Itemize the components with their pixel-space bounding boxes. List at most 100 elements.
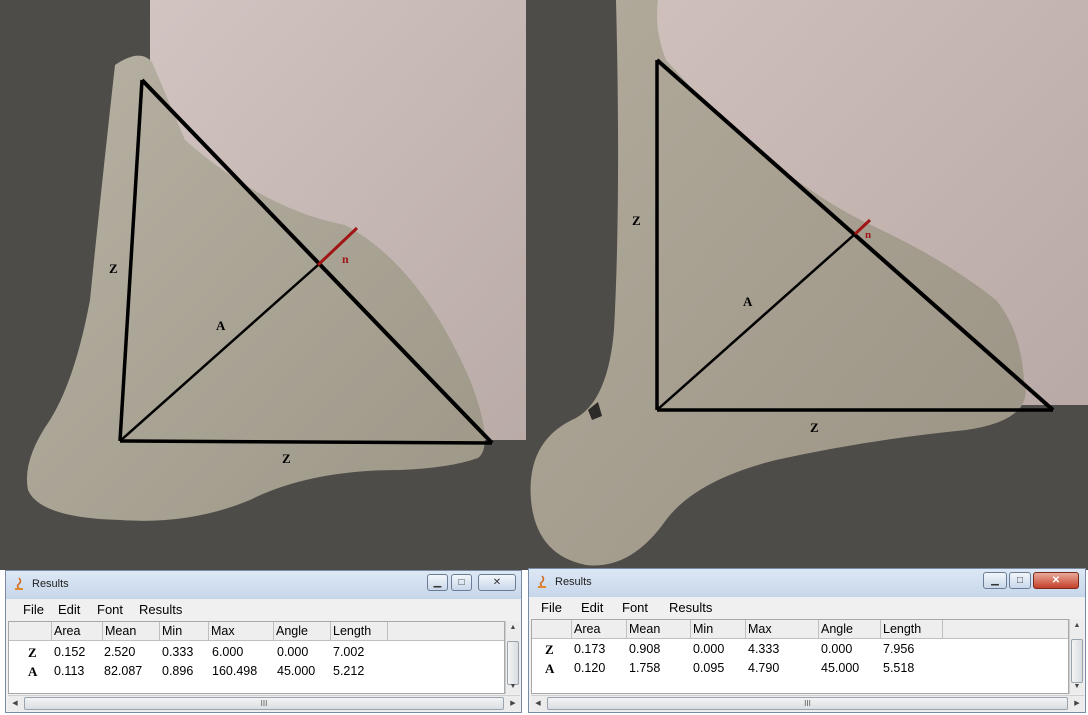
horizontal-scrollbar[interactable]: ◀ III ▶: [531, 695, 1084, 711]
hypotenuse-line: [140, 78, 494, 445]
scroll-up-arrow[interactable]: ▲: [509, 624, 517, 631]
column-header-label[interactable]: [532, 620, 572, 639]
weld-photo-left: Z Z A n: [0, 0, 526, 570]
column-header-empty: [388, 622, 504, 641]
cell-area: 0.173: [574, 642, 606, 656]
scroll-down-arrow[interactable]: ▼: [509, 683, 517, 690]
column-header-mean[interactable]: Mean: [627, 620, 691, 639]
cell-mean: 82.087: [104, 664, 143, 678]
results-window-right: Results ▁ □ ✕ File Edit Font Results Are…: [528, 568, 1086, 713]
horizontal-scrollbar[interactable]: ◀ III ▶: [8, 695, 520, 711]
column-header-max[interactable]: Max: [209, 622, 274, 641]
results-table: Area Mean Min Max Angle Length Z 0.152 2…: [8, 621, 505, 694]
row-label: Z: [545, 642, 554, 657]
label-n: n: [342, 252, 349, 266]
weld-bead-right: [530, 0, 1026, 566]
cell-length: 7.002: [333, 645, 365, 659]
row-label: A: [545, 661, 555, 676]
label-z-vertical: Z: [632, 213, 641, 228]
label-z-vertical: Z: [109, 261, 118, 276]
menu-edit[interactable]: Edit: [581, 600, 604, 615]
window-title: Results: [32, 578, 69, 590]
horizontal-scroll-thumb[interactable]: III: [24, 697, 504, 710]
scroll-left-arrow[interactable]: ◀: [535, 700, 541, 707]
vertical-scrollbar[interactable]: ▲ ▼: [1069, 619, 1084, 694]
leg-line-z-vertical: [118, 79, 144, 442]
results-table: Area Mean Min Max Angle Length Z 0.173 0…: [531, 619, 1069, 694]
label-n: n: [865, 229, 871, 241]
left-panel: Z Z A n Results ▁ □ ✕ File Edit Font Res…: [0, 0, 526, 715]
scroll-up-arrow[interactable]: ▲: [1073, 622, 1081, 629]
cell-area: 0.152: [54, 645, 86, 659]
menu-results[interactable]: Results: [669, 600, 713, 615]
column-header-angle[interactable]: Angle: [819, 620, 881, 639]
leg-line-z-horizontal: [119, 439, 493, 445]
menu-file[interactable]: File: [23, 602, 44, 617]
cell-max: 6.000: [212, 645, 244, 659]
vertical-scroll-thumb[interactable]: [507, 641, 519, 685]
cell-length: 5.518: [883, 661, 915, 675]
label-a: A: [216, 318, 226, 333]
right-panel: Z Z A n Results ▁ □ ✕ File Edit Font Res…: [526, 0, 1088, 715]
column-header-max[interactable]: Max: [746, 620, 819, 639]
column-header-min[interactable]: Min: [691, 620, 746, 639]
throat-extension-n: [316, 226, 359, 267]
titlebar[interactable]: Results ▁ □ ✕: [6, 571, 521, 600]
cell-mean: 2.520: [104, 645, 136, 659]
column-header-empty: [943, 620, 1068, 639]
vertical-scrollbar[interactable]: ▲ ▼: [505, 621, 520, 694]
close-button[interactable]: ✕: [478, 574, 516, 591]
weld-photo-right: Z Z A n: [526, 0, 1088, 570]
horizontal-scroll-thumb[interactable]: III: [547, 697, 1068, 710]
cell-max: 160.498: [212, 664, 258, 678]
row-label: A: [28, 664, 38, 679]
column-header-mean[interactable]: Mean: [103, 622, 160, 641]
cell-angle: 45.000: [821, 661, 860, 675]
menu-results[interactable]: Results: [139, 602, 183, 617]
titlebar[interactable]: Results ▁ □ ✕: [529, 569, 1085, 598]
column-header-label[interactable]: [9, 622, 52, 641]
menu-file[interactable]: File: [541, 600, 562, 615]
scroll-right-arrow[interactable]: ▶: [1074, 700, 1080, 707]
column-header-length[interactable]: Length: [881, 620, 943, 639]
cell-length: 7.956: [883, 642, 915, 656]
cell-angle: 0.000: [277, 645, 309, 659]
cell-max: 4.790: [748, 661, 780, 675]
cell-mean: 1.758: [629, 661, 661, 675]
window-title: Results: [555, 576, 592, 588]
scroll-down-arrow[interactable]: ▼: [1073, 683, 1081, 690]
cell-area: 0.120: [574, 661, 606, 675]
row-label: Z: [28, 645, 37, 660]
java-icon: [538, 575, 546, 588]
maximize-button[interactable]: □: [451, 574, 472, 591]
cell-mean: 0.908: [629, 642, 661, 656]
maximize-button[interactable]: □: [1009, 572, 1031, 589]
java-icon: [15, 577, 23, 590]
column-header-area[interactable]: Area: [572, 620, 627, 639]
menu-font[interactable]: Font: [622, 600, 649, 615]
cell-min: 0.333: [162, 645, 194, 659]
label-z-horizontal: Z: [810, 420, 819, 435]
column-header-min[interactable]: Min: [160, 622, 209, 641]
menu-font[interactable]: Font: [97, 602, 124, 617]
cell-min: 0.896: [162, 664, 194, 678]
column-header-angle[interactable]: Angle: [274, 622, 331, 641]
weld-defect-mark: [588, 402, 602, 420]
vertical-scroll-thumb[interactable]: [1071, 639, 1083, 683]
menubar: File Edit Font Results: [6, 599, 521, 621]
minimize-button[interactable]: ▁: [983, 572, 1007, 589]
throat-line-a: [656, 233, 856, 411]
throat-line-a: [119, 264, 319, 442]
scroll-right-arrow[interactable]: ▶: [510, 700, 516, 707]
column-header-length[interactable]: Length: [331, 622, 388, 641]
cell-min: 0.095: [693, 661, 725, 675]
results-window-left: Results ▁ □ ✕ File Edit Font Results Are…: [5, 570, 522, 713]
cell-area: 0.113: [54, 664, 85, 678]
close-button[interactable]: ✕: [1033, 572, 1079, 589]
cell-angle: 0.000: [821, 642, 853, 656]
minimize-button[interactable]: ▁: [427, 574, 448, 591]
column-header-area[interactable]: Area: [52, 622, 103, 641]
weld-bead-left: [26, 55, 485, 521]
scroll-left-arrow[interactable]: ◀: [12, 700, 18, 707]
menu-edit[interactable]: Edit: [58, 602, 81, 617]
